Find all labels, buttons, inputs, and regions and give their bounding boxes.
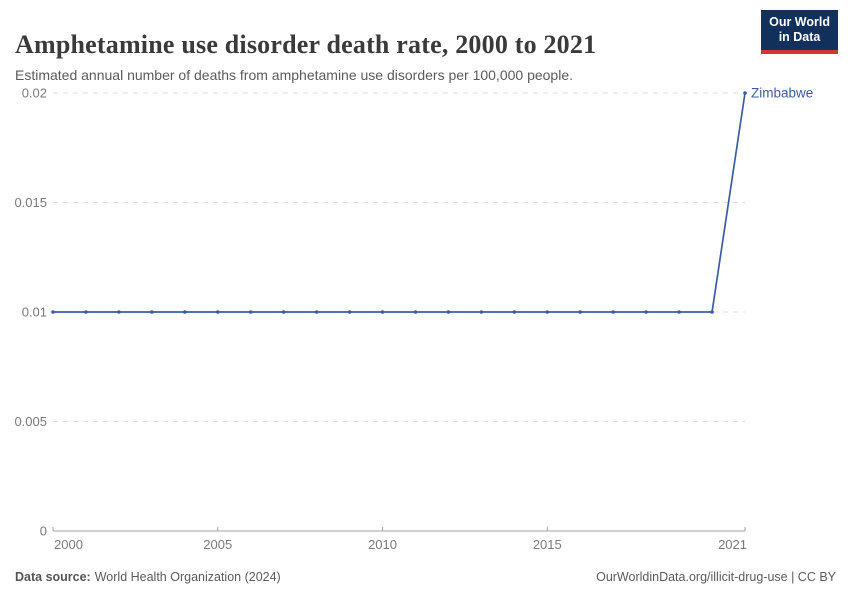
data-point: [150, 310, 154, 314]
data-point: [611, 310, 615, 314]
data-point: [578, 310, 583, 314]
chart-title: Amphetamine use disorder death rate, 200…: [15, 30, 597, 60]
x-tick-label: 2000: [54, 537, 83, 552]
data-point: [479, 310, 484, 314]
y-tick-label: 0.01: [22, 305, 47, 320]
data-source-note: Data source: World Health Organization (2…: [15, 570, 281, 584]
data-point: [84, 310, 88, 314]
y-tick-label: 0.015: [14, 195, 47, 210]
data-point: [281, 310, 286, 314]
owid-logo: Our World in Data: [761, 10, 838, 54]
x-tick-label: 2010: [368, 537, 397, 552]
data-point: [183, 310, 187, 314]
y-tick-label: 0.02: [22, 86, 47, 101]
data-point: [710, 310, 714, 314]
series-end-label: Zimbabwe: [751, 86, 813, 101]
y-tick-label: 0: [40, 524, 47, 539]
data-source-value: World Health Organization (2024): [94, 570, 281, 584]
data-point: [248, 310, 253, 314]
data-point: [512, 310, 517, 314]
chart-subtitle: Estimated annual number of deaths from a…: [15, 67, 574, 83]
data-point: [446, 310, 451, 314]
data-point: [644, 310, 648, 314]
data-point: [545, 310, 550, 314]
data-point: [215, 310, 220, 314]
data-point: [347, 310, 352, 314]
owid-logo-line2: in Data: [778, 30, 821, 45]
data-point: [413, 310, 418, 314]
credit-link: OurWorldinData.org/illicit-drug-use | CC…: [596, 570, 836, 584]
data-source-label: Data source:: [15, 570, 91, 584]
owid-logo-line1: Our World: [769, 15, 830, 29]
data-point: [380, 310, 385, 314]
x-tick-label: 2021: [718, 537, 747, 552]
x-tick-label: 2015: [533, 537, 562, 552]
data-point: [314, 310, 319, 314]
x-tick-label: 2005: [203, 537, 232, 552]
y-tick-label: 0.005: [14, 414, 47, 429]
data-line: [53, 92, 746, 313]
data-point: [117, 310, 121, 314]
data-point: [51, 310, 55, 314]
data-point: [743, 91, 747, 95]
data-point: [677, 310, 681, 314]
